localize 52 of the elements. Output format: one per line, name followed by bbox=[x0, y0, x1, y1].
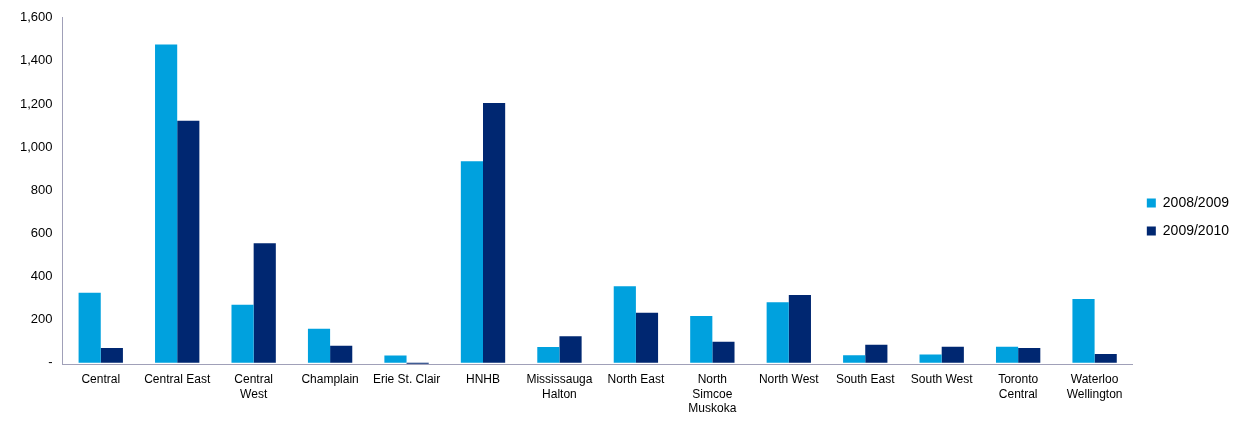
x-tick-label: Mississauga Halton bbox=[526, 372, 593, 401]
bar bbox=[537, 346, 560, 363]
bar bbox=[177, 120, 200, 363]
x-tick-label: Champlain bbox=[301, 372, 359, 387]
bar bbox=[1094, 354, 1117, 363]
y-tick-label: 1,600 bbox=[19, 9, 53, 25]
bar bbox=[559, 336, 582, 363]
y-tick-label: 1,000 bbox=[19, 138, 53, 154]
x-tick-label: South West bbox=[910, 372, 974, 387]
bar bbox=[384, 355, 407, 363]
bar bbox=[100, 347, 123, 363]
y-tick-label: 800 bbox=[30, 181, 53, 197]
x-tick-label: Central bbox=[81, 372, 121, 387]
legend-label: 2008/2009 bbox=[1162, 193, 1230, 210]
bar bbox=[865, 344, 888, 363]
y-tick-label: 400 bbox=[30, 268, 53, 284]
bar bbox=[613, 286, 636, 363]
bar bbox=[155, 44, 178, 363]
bar bbox=[919, 354, 942, 363]
bar bbox=[307, 328, 331, 363]
x-tick-label: Toronto Central bbox=[998, 372, 1039, 401]
bar bbox=[330, 345, 353, 363]
bar bbox=[766, 302, 789, 363]
bar bbox=[941, 346, 964, 363]
bar bbox=[483, 102, 506, 363]
y-tick-label: 1,200 bbox=[19, 95, 53, 111]
x-tick-label: Central East bbox=[144, 372, 211, 387]
bar bbox=[253, 243, 276, 363]
bar bbox=[460, 161, 483, 363]
bar bbox=[843, 355, 866, 363]
x-tick-label: North West bbox=[758, 372, 820, 387]
x-tick-label: North Simcoe Muskoka bbox=[688, 372, 737, 416]
bar bbox=[635, 312, 659, 363]
legend-label: 2009/2010 bbox=[1162, 221, 1230, 238]
bar bbox=[995, 346, 1019, 363]
x-tick-label: South East bbox=[835, 372, 896, 387]
x-tick-label: Erie St. Clair bbox=[372, 372, 441, 387]
bar bbox=[712, 341, 735, 363]
x-tick-label: Central West bbox=[234, 372, 273, 401]
x-tick-label: Waterloo Wellington bbox=[1066, 372, 1123, 401]
bar bbox=[690, 316, 713, 363]
x-tick-label: HNHB bbox=[465, 372, 501, 387]
bar bbox=[1072, 299, 1095, 363]
x-tick-label: North East bbox=[607, 372, 665, 387]
y-tick-label: 600 bbox=[30, 224, 53, 240]
bar bbox=[78, 292, 101, 363]
bar bbox=[231, 304, 254, 363]
bar bbox=[1018, 347, 1041, 363]
bar bbox=[788, 294, 811, 363]
y-tick-label: - bbox=[48, 354, 53, 370]
y-tick-label: 200 bbox=[30, 311, 53, 327]
y-tick-label: 1,400 bbox=[19, 52, 53, 68]
